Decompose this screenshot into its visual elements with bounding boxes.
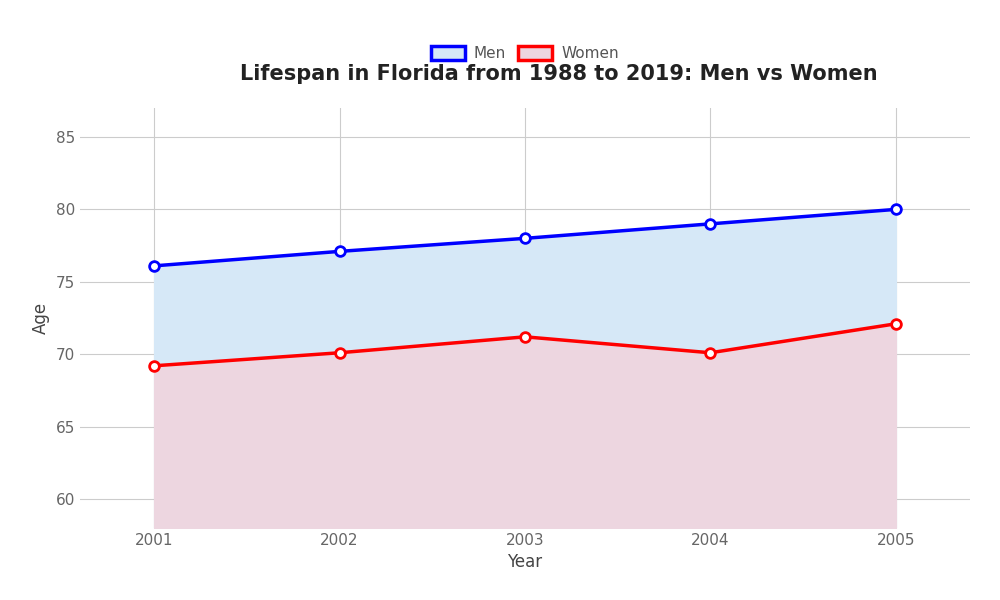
- X-axis label: Year: Year: [507, 553, 543, 571]
- Y-axis label: Age: Age: [32, 302, 50, 334]
- Legend: Men, Women: Men, Women: [425, 40, 625, 67]
- Text: Lifespan in Florida from 1988 to 2019: Men vs Women: Lifespan in Florida from 1988 to 2019: M…: [240, 64, 878, 84]
